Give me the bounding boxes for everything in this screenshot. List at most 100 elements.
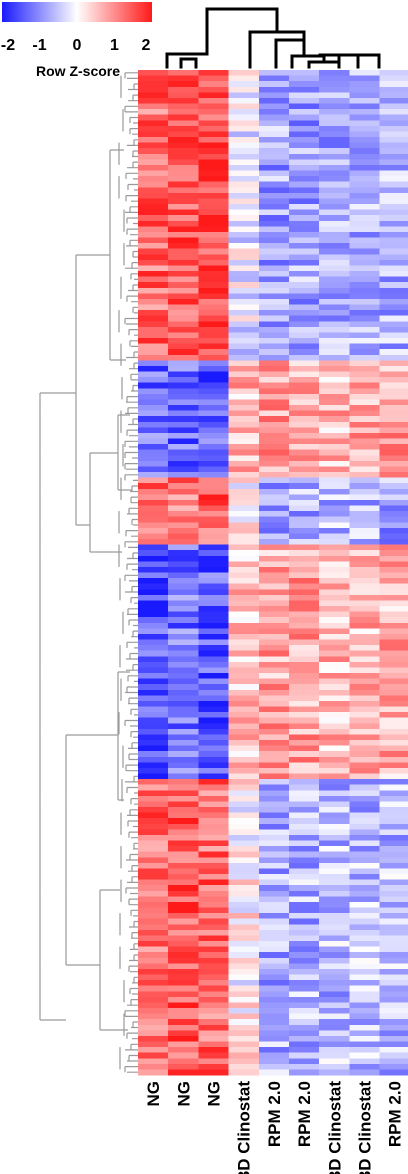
heatmap-cell	[258, 874, 290, 880]
heatmap-cell	[258, 343, 290, 350]
heatmap-cell	[198, 271, 229, 277]
heatmap-cell	[168, 103, 199, 110]
heatmap-cell	[379, 86, 408, 93]
heatmap-cell	[379, 114, 408, 121]
heatmap-cell	[289, 896, 320, 903]
heatmap-cell	[168, 868, 199, 875]
heatmap-cell	[258, 259, 290, 266]
heatmap-cell	[168, 918, 199, 925]
heatmap-cell	[168, 321, 199, 328]
heatmap-cell	[138, 700, 169, 707]
heatmap-cell	[138, 952, 169, 959]
heatmap-cell	[198, 1052, 229, 1059]
heatmap-cell	[228, 1047, 260, 1054]
heatmap-cell	[349, 578, 380, 585]
heatmap-cell	[168, 460, 199, 467]
heatmap-cell	[198, 81, 229, 88]
heatmap-cell	[198, 834, 229, 841]
heatmap-cell	[168, 287, 199, 294]
heatmap-cell	[228, 293, 260, 300]
heatmap-cell	[198, 913, 229, 920]
heatmap-cell	[228, 354, 260, 361]
heatmap-cell	[289, 472, 320, 478]
heatmap-cell	[379, 678, 408, 685]
heatmap-cell	[319, 516, 350, 523]
column-dendrogram-branches	[165, 7, 381, 69]
heatmap-cell	[258, 293, 290, 300]
heatmap-cell	[228, 360, 260, 367]
heatmap-cell	[228, 790, 260, 797]
heatmap-cell	[349, 455, 380, 462]
row-dendrogram-leaf-branches	[118, 72, 138, 1073]
heatmap-cell	[258, 818, 290, 825]
heatmap-cell	[289, 583, 320, 590]
heatmap-cell	[198, 142, 229, 149]
heatmap-cell	[349, 583, 380, 590]
heatmap-cell	[138, 985, 169, 992]
heatmap-cell	[168, 706, 199, 713]
color-key: -2 -1 0 1 2 Row Z-score	[1, 2, 152, 79]
heatmap-cell	[228, 326, 260, 333]
heatmap-cell	[258, 963, 290, 970]
heatmap-cell	[258, 271, 290, 277]
heatmap-cell	[349, 382, 380, 389]
heatmap-cell	[258, 695, 290, 702]
heatmap-cell	[379, 583, 408, 590]
heatmap-cell	[258, 879, 290, 886]
heatmap-cell	[198, 617, 229, 624]
heatmap-cell	[198, 477, 229, 484]
heatmap-cell	[168, 187, 199, 194]
heatmap-cell	[228, 974, 260, 981]
heatmap-cell	[198, 410, 229, 417]
heatmap-cell	[138, 890, 169, 897]
heatmap-cell	[379, 941, 408, 947]
heatmap-cell	[258, 1008, 290, 1014]
heatmap-cell	[168, 1035, 199, 1042]
heatmap-cell	[379, 516, 408, 523]
heatmap-cell	[138, 310, 169, 317]
heatmap-cell	[168, 622, 199, 629]
heatmap-cell	[379, 282, 408, 289]
heatmap-cell	[138, 494, 169, 501]
heatmap-cell	[258, 254, 290, 261]
heatmap-cell	[198, 857, 229, 864]
heatmap-cell	[258, 941, 290, 947]
heatmap-cell	[168, 862, 199, 869]
heatmap-cell	[228, 628, 260, 635]
heatmap-cell	[168, 795, 199, 802]
heatmap-cell	[198, 963, 229, 970]
heatmap-cell	[319, 834, 350, 841]
heatmap-cell	[289, 689, 320, 696]
heatmap-cell	[379, 840, 408, 847]
heatmap-cell	[349, 81, 380, 88]
heatmap-cell	[289, 868, 320, 875]
heatmap-cell	[349, 365, 380, 372]
heatmap-cell	[168, 913, 199, 920]
heatmap-cell	[168, 834, 199, 841]
heatmap-cell	[319, 795, 350, 802]
heatmap-cell	[319, 550, 350, 557]
heatmap-cell	[319, 522, 350, 529]
heatmap-cell	[138, 678, 169, 685]
heatmap-cell	[138, 287, 169, 294]
heatmap-cell	[138, 734, 169, 741]
heatmap-cell	[228, 795, 260, 802]
heatmap-cell	[198, 148, 229, 155]
heatmap-cell	[228, 963, 260, 970]
heatmap-cell	[379, 248, 408, 255]
heatmap-cell	[349, 1047, 380, 1054]
heatmap-cell	[379, 611, 408, 618]
heatmap-cell	[168, 444, 199, 451]
heatmap-cell	[258, 645, 290, 652]
heatmap-cell	[138, 617, 169, 624]
heatmap-cell	[289, 360, 320, 367]
heatmap-cell	[319, 913, 350, 920]
heatmap-cell	[319, 862, 350, 869]
heatmap-cell	[138, 929, 169, 936]
heatmap-cell	[379, 204, 408, 210]
heatmap-cell	[228, 606, 260, 612]
heatmap-cell	[349, 533, 380, 540]
heatmap-cell	[228, 689, 260, 696]
heatmap-cell	[198, 131, 229, 138]
heatmap-cell	[138, 918, 169, 925]
